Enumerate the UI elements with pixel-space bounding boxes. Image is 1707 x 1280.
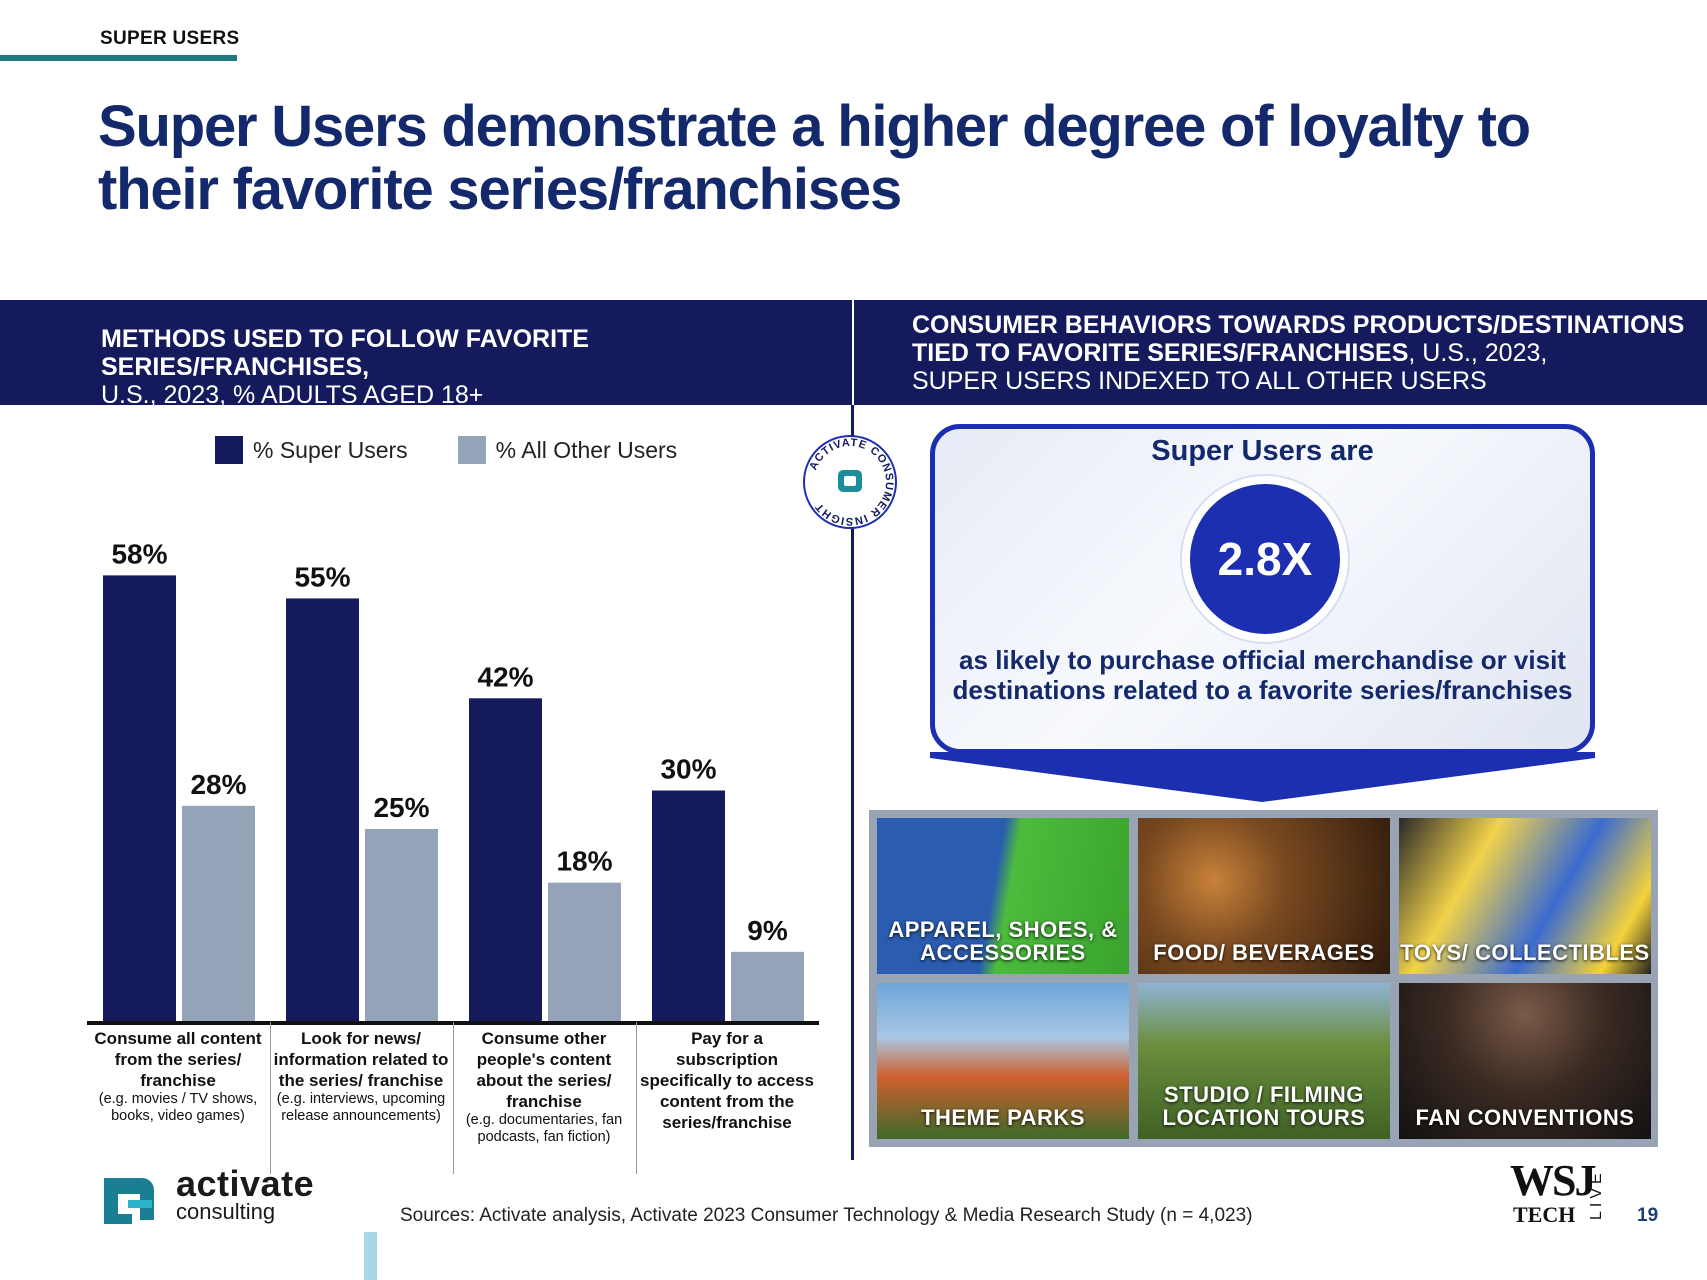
header-band-divider <box>852 300 854 405</box>
tile-label: FAN CONVENTIONS <box>1415 1105 1635 1130</box>
callout-text: as likely to purchase official merchandi… <box>952 645 1573 705</box>
page-number: 19 <box>1637 1205 1659 1226</box>
value-label-super-users-2: 55% <box>294 561 350 592</box>
value-label-super-users-4: 30% <box>660 754 716 785</box>
category-separator <box>270 1022 271 1174</box>
wsj-tech-live-logo: WSJ TECH LIVE <box>1510 1158 1610 1228</box>
bar-other-users-2 <box>365 828 438 1021</box>
value-label-other-users-2: 25% <box>373 792 429 823</box>
category-label-main: Pay for a subscription specifically to a… <box>640 1029 814 1132</box>
bar-super-users-4 <box>652 790 725 1021</box>
category-tiles-grid: APPAREL, SHOES, & ACCESSORIES FOOD/ BEVE… <box>869 810 1658 1147</box>
section-tag: SUPER USERS <box>100 28 240 49</box>
tile-label: APPAREL, SHOES, & ACCESSORIES <box>888 917 1118 965</box>
category-label-main: Consume other people's content about the… <box>476 1029 612 1111</box>
right-heading-line3: SUPER USERS INDEXED TO ALL OTHER USERS <box>912 367 1487 395</box>
legend-item-super-users: % Super Users <box>215 436 408 464</box>
category-label-main: Consume all content from the series/ fra… <box>94 1029 262 1090</box>
bar-other-users-4 <box>731 951 804 1021</box>
category-label-3: Consume other people's content about the… <box>455 1028 633 1146</box>
tile-label: FOOD/ BEVERAGES <box>1153 940 1375 965</box>
accent-bar <box>364 1232 377 1280</box>
wsj-logo-line3: LIVE <box>1588 1169 1605 1220</box>
value-label-other-users-3: 18% <box>556 846 612 877</box>
legend-item-other-users: % All Other Users <box>457 436 678 464</box>
category-label-main: Look for news/ information related to th… <box>273 1029 449 1090</box>
category-label-1: Consume all content from the series/ fra… <box>89 1028 267 1125</box>
insight-callout <box>930 424 1595 754</box>
sources-note: Sources: Activate analysis, Activate 202… <box>400 1205 1253 1226</box>
category-label-2: Look for news/ information related to th… <box>272 1028 450 1125</box>
tile-food-beverages: FOOD/ BEVERAGES <box>1138 818 1390 974</box>
right-panel-heading: CONSUMER BEHAVIORS TOWARDS PRODUCTS/DEST… <box>912 311 1692 395</box>
value-label-super-users-3: 42% <box>477 661 533 692</box>
category-separator <box>453 1022 454 1174</box>
bar-other-users-3 <box>548 882 621 1021</box>
bar-other-users-1 <box>182 805 255 1021</box>
left-heading-rest: U.S., 2023, % ADULTS AGED 18+ <box>101 381 484 409</box>
bar-chart: 58% 55% 42% 30% 28% 25% 18% 9% <box>87 538 819 1025</box>
panel-divider <box>851 405 854 1160</box>
category-label-example: (e.g. movies / TV shows, books, video ga… <box>98 1091 258 1124</box>
tile-fan-conventions: FAN CONVENTIONS <box>1399 983 1651 1139</box>
legend-swatch-other-users <box>457 436 486 464</box>
activate-logo-icon <box>104 1178 154 1224</box>
tile-studio-tours: STUDIO / FILMING LOCATION TOURS <box>1138 983 1390 1139</box>
legend-label-other-users: % All Other Users <box>495 436 678 463</box>
brand-line1: activate <box>176 1163 315 1204</box>
section-underline <box>0 55 237 61</box>
right-heading-bold: CONSUMER BEHAVIORS TOWARDS PRODUCTS/DEST… <box>912 311 1685 367</box>
callout-title: Super Users are <box>1151 435 1374 467</box>
legend-label-super-users: % Super Users <box>253 436 408 463</box>
chart-legend: % Super Users % All Other Users <box>215 436 727 464</box>
tile-label: TOYS/ COLLECTIBLES <box>1400 940 1650 965</box>
category-label-example: (e.g. documentaries, fan podcasts, fan f… <box>465 1112 623 1145</box>
bar-super-users-3 <box>469 698 542 1021</box>
tile-label: THEME PARKS <box>921 1105 1085 1130</box>
left-heading-bold: METHODS USED TO FOLLOW FAVORITE SERIES/F… <box>101 325 589 381</box>
activate-insight-seal: ACTIVATE CONSUMER INSIGHT <box>803 435 897 529</box>
value-label-other-users-1: 28% <box>190 769 246 800</box>
left-panel-heading: METHODS USED TO FOLLOW FAVORITE SERIES/F… <box>101 325 841 409</box>
wsj-logo-line1: WSJ <box>1510 1156 1596 1205</box>
legend-swatch-super-users <box>215 436 243 464</box>
tile-theme-parks: THEME PARKS <box>877 983 1129 1139</box>
category-label-4: Pay for a subscription specifically to a… <box>638 1028 816 1133</box>
page-title: Super Users demonstrate a higher degree … <box>98 94 1531 222</box>
bar-super-users-1 <box>103 575 176 1021</box>
activate-logo: activate consulting <box>98 1163 315 1226</box>
value-label-other-users-4: 9% <box>747 915 788 946</box>
brand-line2: consulting <box>176 1199 276 1224</box>
tile-label: STUDIO / FILMING LOCATION TOURS <box>1162 1082 1366 1130</box>
category-separator <box>636 1022 637 1174</box>
tile-toys-collectibles: TOYS/ COLLECTIBLES <box>1399 818 1651 974</box>
multiplier-badge: 2.8X <box>1190 484 1340 634</box>
bar-super-users-2 <box>286 598 359 1021</box>
wsj-logo-line2: TECH <box>1513 1202 1576 1227</box>
value-label-super-users-1: 58% <box>111 538 167 569</box>
callout-pointer <box>930 752 1595 802</box>
tile-apparel: APPAREL, SHOES, & ACCESSORIES <box>877 818 1129 974</box>
right-heading-rest: , U.S., 2023, <box>1408 339 1548 367</box>
category-label-example: (e.g. interviews, upcoming release annou… <box>276 1091 446 1124</box>
